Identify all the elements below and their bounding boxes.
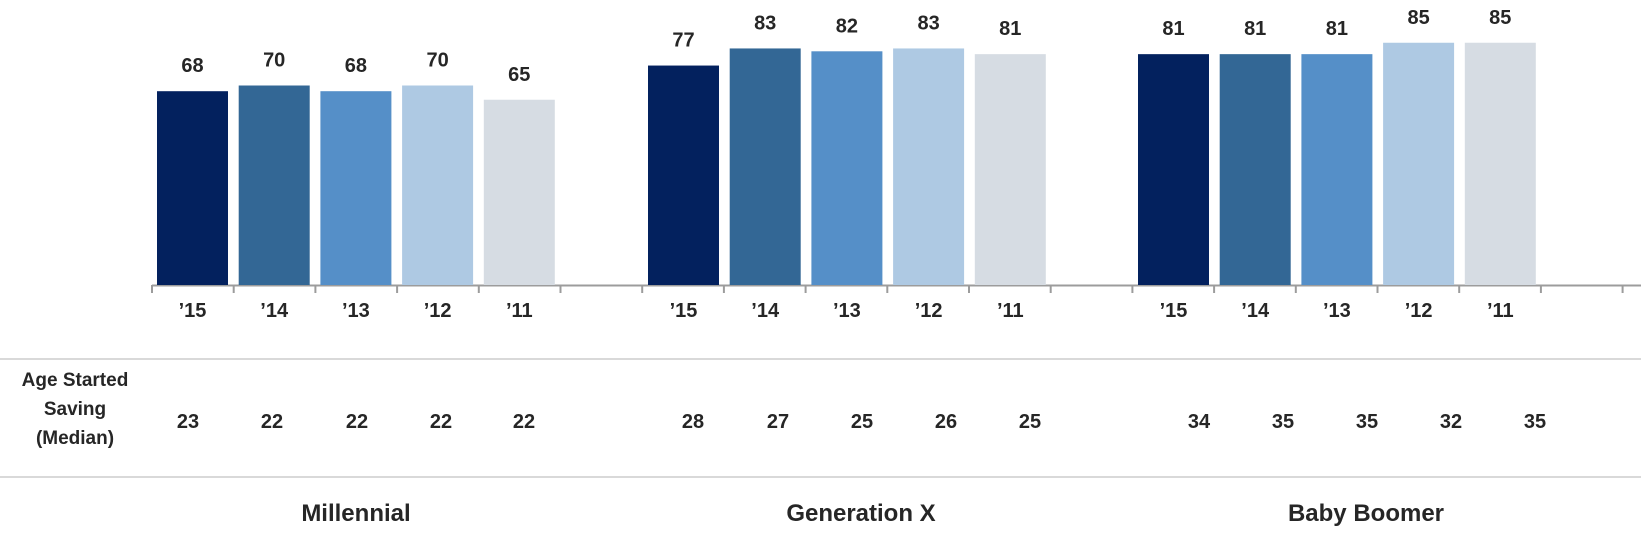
data-label: 68 [181,55,203,77]
x-tick-label: ’11 [997,300,1024,322]
bar [729,48,801,286]
data-label: 81 [999,18,1021,40]
table-value: 27 [767,411,789,433]
data-label: 68 [345,55,367,77]
bar [483,99,555,285]
data-label: 85 [1407,7,1429,29]
x-tick-label: ’12 [915,300,943,322]
table-value: 28 [682,411,704,433]
x-tick-label: ’14 [1241,300,1270,322]
x-tick-label: ’14 [751,300,780,322]
group-label: Millennial [301,500,410,527]
group-label: Baby Boomer [1288,500,1444,527]
table-value: 35 [1356,411,1378,433]
table-value: 32 [1440,411,1462,433]
bar [402,85,474,285]
x-tick-label: ’14 [260,300,289,322]
bar [320,91,392,285]
data-label: 82 [836,15,858,37]
table-value: 26 [935,411,957,433]
x-tick-label: ’13 [342,300,370,322]
data-label: 81 [1162,18,1184,40]
data-label: 70 [263,50,285,72]
x-tick-label: ’15 [179,300,207,322]
data-label: 65 [508,64,530,86]
data-label: 81 [1326,18,1348,40]
data-label: 83 [754,12,776,34]
data-label: 70 [426,50,448,72]
table-value: 22 [346,411,368,433]
row-label: (Median) [36,428,114,449]
table-value: 25 [1019,411,1041,433]
table-value: 23 [177,411,199,433]
x-tick-label: ’15 [670,300,698,322]
bar [1301,54,1373,286]
bar [893,48,965,286]
row-label: Saving [44,399,106,420]
bar [811,51,883,285]
x-tick-label: ’13 [833,300,861,322]
data-label: 81 [1244,18,1266,40]
row-label: Age Started [22,370,129,391]
x-tick-label: ’15 [1160,300,1188,322]
data-label: 83 [917,12,939,34]
bar [974,54,1046,286]
table-value: 22 [430,411,452,433]
table-value: 25 [851,411,873,433]
x-tick-label: ’12 [1405,300,1433,322]
x-tick-label: ’12 [424,300,452,322]
bar [1464,42,1536,285]
table-value: 35 [1272,411,1294,433]
group-label: Generation X [786,500,935,527]
bar [157,91,228,285]
table-value: 22 [261,411,283,433]
bar [648,65,719,285]
x-tick-label: ’13 [1323,300,1351,322]
bar [1138,54,1209,286]
data-label: 85 [1489,7,1511,29]
table-value: 35 [1524,411,1546,433]
bar [238,85,310,285]
table-value: 34 [1188,411,1211,433]
data-label: 77 [672,30,694,52]
bar [1383,42,1455,285]
x-tick-label: ’11 [506,300,533,322]
bar [1219,54,1291,286]
table-value: 22 [513,411,535,433]
x-tick-label: ’11 [1487,300,1514,322]
